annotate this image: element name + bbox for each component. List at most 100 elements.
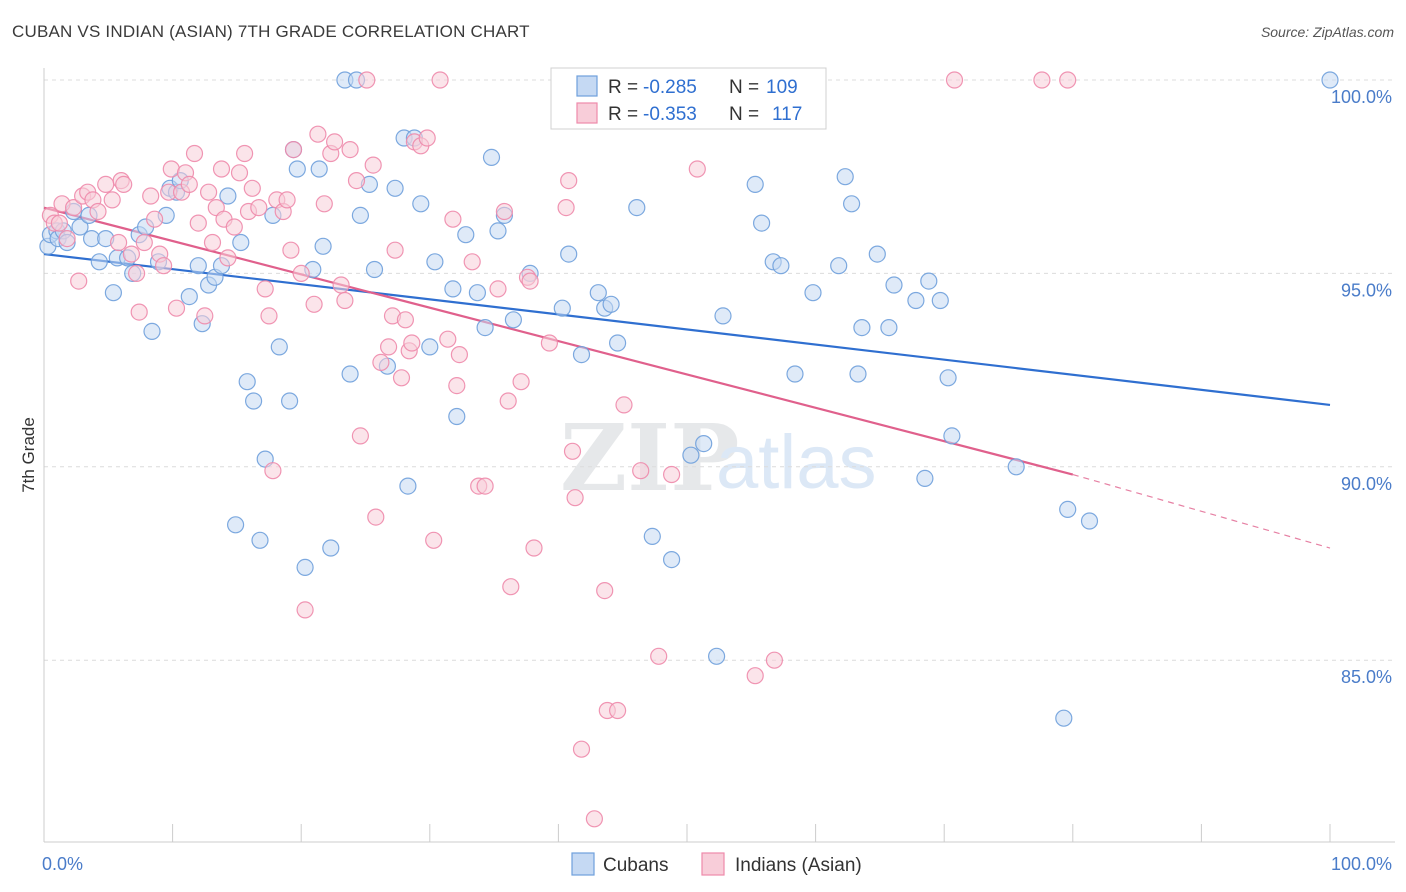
point-cubans-84 — [714, 307, 732, 325]
point-cubans-50 — [351, 206, 369, 224]
legend-r-label-cubans: R = — [608, 77, 638, 98]
point-indians-39 — [225, 218, 243, 236]
point-cubans-102 — [931, 291, 949, 310]
point-cubans-81 — [682, 446, 700, 464]
point-indians-12 — [103, 191, 121, 209]
point-indians-20 — [142, 187, 160, 205]
point-indians-71 — [386, 241, 404, 259]
point-indians-32 — [196, 307, 214, 325]
point-indians-43 — [243, 179, 261, 197]
trend-lines — [43, 206, 1331, 549]
point-cubans-41 — [288, 160, 306, 178]
bottom-legend-swatch-indians — [701, 852, 725, 876]
point-indians-41 — [236, 144, 254, 163]
point-cubans-77 — [608, 334, 627, 352]
point-indians-33 — [200, 183, 218, 201]
watermark-zip: ZIP — [560, 404, 739, 512]
legend-n-label-cubans: N = — [729, 77, 759, 98]
point-cubans-105 — [1007, 458, 1025, 476]
tick-labels: 100.0% 95.0% 90.0% 85.0% 0.0% 100.0% — [42, 87, 1392, 874]
point-indians-62 — [341, 141, 359, 159]
point-indians-84 — [450, 346, 468, 364]
point-indians-13 — [109, 233, 128, 252]
point-indians-88 — [489, 280, 507, 298]
point-indians-52 — [284, 141, 303, 159]
legend-n-label-indians: N = — [729, 104, 759, 125]
point-cubans-62 — [448, 407, 466, 426]
y-axis-label: 7th Grade — [19, 417, 38, 493]
point-indians-101 — [572, 740, 591, 758]
point-indians-96 — [540, 334, 559, 352]
point-indians-67 — [367, 508, 385, 526]
point-indians-57 — [315, 195, 333, 213]
point-cubans-64 — [468, 284, 486, 302]
point-indians-83 — [448, 377, 466, 395]
point-cubans-7 — [71, 218, 89, 236]
legend: R = -0.285 N = 109 R = -0.353 N = 117 — [550, 67, 827, 130]
point-cubans-69 — [504, 311, 523, 329]
point-cubans-107 — [1080, 512, 1099, 530]
point-cubans-73 — [572, 346, 591, 364]
point-cubans-82 — [695, 435, 713, 453]
bottom-legend-swatch-cubans — [571, 852, 595, 876]
point-cubans-83 — [707, 647, 726, 665]
point-indians-23 — [155, 257, 173, 275]
legend-r-value-cubans: -0.285 — [643, 77, 697, 98]
point-cubans-98 — [885, 276, 903, 294]
point-indians-4 — [58, 230, 76, 248]
point-cubans-24 — [180, 288, 198, 306]
point-indians-61 — [336, 291, 354, 310]
point-indians-72 — [392, 369, 411, 387]
point-cubans-67 — [489, 222, 507, 240]
watermark-atlas: atlas — [716, 420, 877, 505]
point-cubans-93 — [836, 168, 854, 186]
point-cubans-79 — [643, 527, 661, 546]
point-cubans-96 — [868, 245, 886, 263]
point-cubans-89 — [786, 365, 804, 383]
point-cubans-52 — [365, 260, 384, 279]
point-indians-31 — [189, 214, 207, 232]
point-cubans-94 — [842, 195, 861, 213]
y-tick-label-3: 85.0% — [1341, 667, 1392, 687]
point-cubans-33 — [238, 373, 256, 391]
point-cubans-99 — [907, 291, 925, 310]
point-cubans-71 — [553, 299, 571, 317]
point-indians-91 — [502, 578, 520, 596]
point-cubans-54 — [386, 179, 404, 197]
point-cubans-90 — [804, 284, 822, 302]
point-indians-94 — [521, 272, 539, 290]
data-points — [39, 71, 1339, 828]
point-indians-6 — [70, 272, 88, 290]
point-cubans-101 — [916, 469, 934, 487]
point-cubans-48 — [341, 365, 359, 383]
trend-line-dashed-indians — [1072, 473, 1331, 549]
point-cubans-30 — [219, 187, 237, 205]
bottom-legend-label-indians: Indians (Asian) — [735, 855, 862, 876]
point-cubans-108 — [1055, 709, 1073, 727]
point-cubans-32 — [232, 233, 250, 252]
point-indians-97 — [557, 199, 575, 217]
point-indians-114 — [945, 71, 964, 89]
point-indians-112 — [746, 667, 764, 685]
point-cubans-100 — [920, 272, 938, 290]
point-cubans-92 — [849, 365, 867, 383]
point-indians-116 — [1059, 71, 1077, 89]
point-cubans-44 — [310, 160, 328, 178]
point-indians-64 — [351, 427, 369, 445]
point-indians-103 — [596, 581, 614, 600]
gridlines — [44, 79, 1395, 661]
point-cubans-31 — [227, 516, 245, 534]
point-indians-2 — [50, 214, 69, 232]
bottom-legend-label-cubans: Cubans — [603, 855, 669, 876]
point-cubans-56 — [399, 477, 417, 495]
point-indians-5 — [64, 199, 83, 217]
y-tick-label-1: 95.0% — [1341, 280, 1392, 300]
point-indians-78 — [418, 129, 436, 147]
axes — [43, 68, 1395, 843]
series-indians — [41, 71, 1077, 828]
source-credit: Source: ZipAtlas.com — [1260, 24, 1394, 40]
watermark: ZIP atlas — [560, 404, 877, 512]
point-indians-44 — [250, 199, 268, 217]
point-indians-11 — [97, 175, 115, 193]
